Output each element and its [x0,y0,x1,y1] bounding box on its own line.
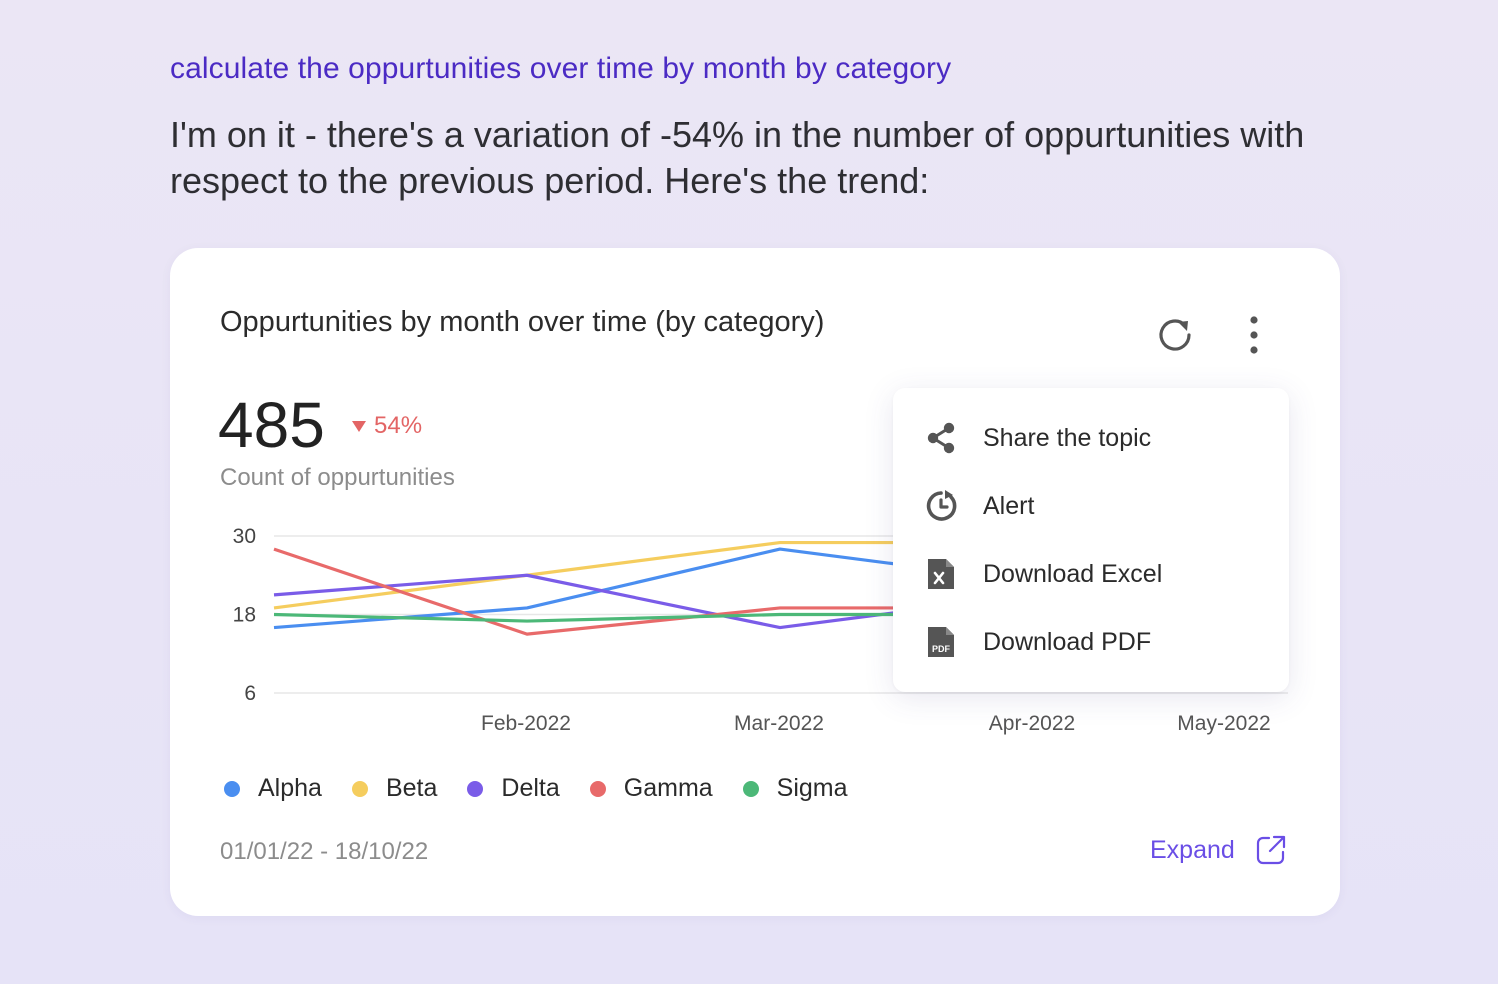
legend-item-delta[interactable]: Delta [467,774,560,803]
menu-item-alert[interactable]: Alert [893,472,1289,540]
expand-link[interactable]: Expand [1150,834,1287,866]
share-icon [923,420,959,456]
legend-label: Sigma [776,774,848,802]
excel-file-icon [923,556,959,592]
legend-dot [742,780,759,797]
legend-dot [589,780,606,797]
external-link-icon [1256,835,1285,865]
kpi-label: Count of oppurtunities [220,464,455,491]
menu-item-share[interactable]: Share the topic [893,404,1289,472]
legend-label: Delta [501,774,560,802]
menu-item-label: Alert [983,491,1035,520]
kpi-delta: 54% [352,412,422,440]
refresh-button[interactable] [1150,310,1200,360]
options-menu: Share the topic Alert Download Excel [893,388,1289,692]
menu-item-download-excel[interactable]: Download Excel [893,540,1289,608]
y-tick-label: 6 [244,682,256,705]
legend-label: Gamma [623,774,713,802]
refresh-icon [1159,319,1191,351]
more-options-button[interactable] [1234,310,1274,360]
kpi-value: 485 [218,389,325,461]
alert-clock-icon [923,488,959,524]
menu-item-label: Download PDF [983,627,1152,656]
card-title: Oppurtunities by month over time (by cat… [220,306,825,338]
down-triangle-icon [352,420,366,432]
menu-item-download-pdf[interactable]: PDF Download PDF [893,608,1289,676]
legend-dot [224,780,240,797]
legend-item-sigma[interactable]: Sigma [742,774,848,803]
date-range: 01/01/22 - 18/10/22 [220,838,429,865]
menu-item-label: Download Excel [983,559,1163,588]
pdf-file-icon: PDF [923,624,959,660]
kpi-delta-value: 54% [374,412,423,439]
legend-label: Alpha [258,774,322,802]
x-tick-label: May-2022 [1177,712,1270,735]
legend-item-gamma[interactable]: Gamma [589,774,713,803]
expand-label: Expand [1150,835,1235,864]
legend-item-alpha[interactable]: Alpha [224,774,322,803]
more-vertical-icon [1250,316,1258,354]
assistant-answer: I'm on it - there's a variation of -54% … [170,114,1305,201]
x-tick-label: Apr-2022 [989,712,1075,735]
chart-legend: Alpha Beta Delta Gamma Sigma [224,774,848,803]
svg-text:PDF: PDF [932,644,951,654]
y-tick-label: 30 [233,525,256,548]
menu-item-label: Share the topic [983,423,1152,452]
legend-item-beta[interactable]: Beta [351,774,438,803]
x-tick-label: Feb-2022 [481,712,571,735]
legend-dot [467,780,484,797]
legend-label: Beta [385,774,438,802]
y-tick-label: 18 [233,604,256,627]
x-tick-label: Mar-2022 [734,712,824,735]
user-query: calculate the oppurtunities over time by… [170,52,952,85]
legend-dot [351,780,368,797]
